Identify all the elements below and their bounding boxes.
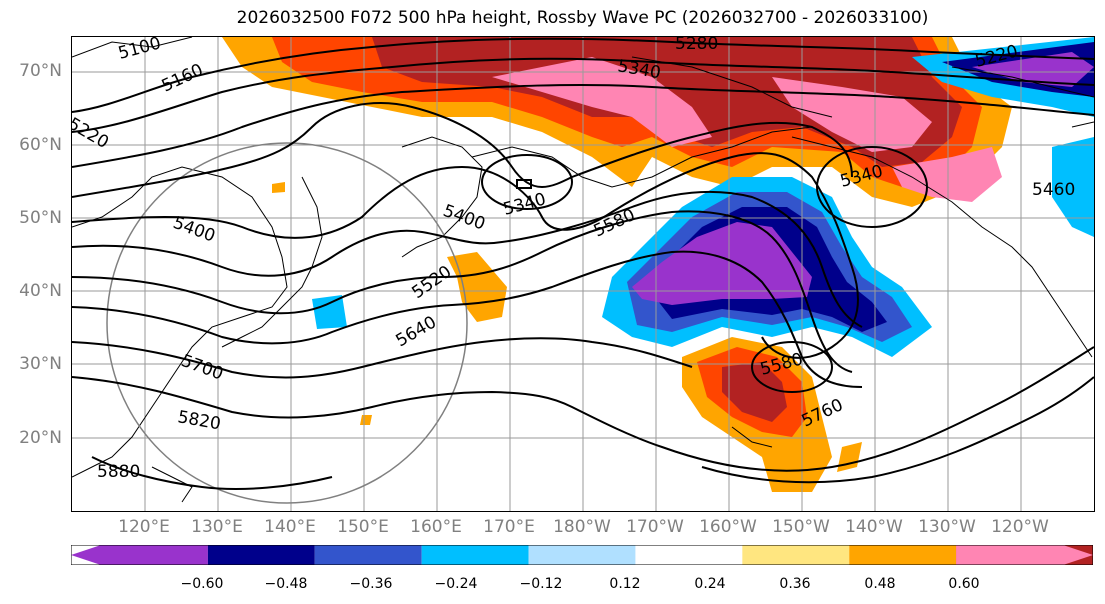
contour-label-5820: 5820 xyxy=(176,407,222,434)
contour-label-5520: 5520 xyxy=(408,262,455,303)
colorbar-segment xyxy=(421,545,529,565)
anomaly-shading xyxy=(222,37,1094,492)
lon-label-160w: 160°W xyxy=(699,517,757,537)
contour-label-5160: 5160 xyxy=(159,60,207,96)
low-centers xyxy=(481,146,928,393)
contour-label-5880: 5880 xyxy=(97,462,140,482)
lon-label-120e: 120°E xyxy=(118,517,170,537)
lon-label-130w: 130°W xyxy=(918,517,976,537)
colorbar xyxy=(70,544,1105,566)
lat-label-30n: 30°N xyxy=(19,354,62,374)
positive-anomaly-small-2 xyxy=(360,415,372,425)
map-title: 2026032500 F072 500 hPa height, Rossby W… xyxy=(236,8,929,28)
lat-label-40n: 40°N xyxy=(19,281,62,301)
negative-anomaly-west xyxy=(312,295,347,329)
positive-anomaly-south-core xyxy=(722,362,787,422)
colorbar-tick-label: 0.60 xyxy=(948,576,980,592)
coastlines xyxy=(72,37,1094,503)
contour-label-5400-a: 5400 xyxy=(440,201,487,235)
contour-label-5640: 5640 xyxy=(393,312,440,351)
lon-label-180w: 180°W xyxy=(553,517,611,537)
contour-label-5280: 5280 xyxy=(675,37,718,54)
lon-label-160e: 160°E xyxy=(410,517,462,537)
negative-anomaly-central-peak xyxy=(632,222,812,305)
lon-label-170w: 170°W xyxy=(626,517,684,537)
lon-label-140e: 140°E xyxy=(264,517,316,537)
lon-label-120w: 120°W xyxy=(991,517,1049,537)
colorbar-tick-label: −0.48 xyxy=(264,576,308,592)
colorbar-tick-label: 0.36 xyxy=(779,576,811,592)
negative-anomaly-northeast-peak xyxy=(972,52,1094,87)
negative-anomaly-east xyxy=(1052,137,1094,237)
colorbar-tick-label: −0.12 xyxy=(519,576,563,592)
lon-label-130e: 130°E xyxy=(191,517,243,537)
contour-label-5220: 5220 xyxy=(72,114,112,153)
colorbar-segment xyxy=(314,545,422,565)
positive-anomaly-small-1 xyxy=(272,182,285,193)
lon-label-150w: 150°W xyxy=(772,517,830,537)
colorbar-segment xyxy=(635,545,743,565)
colorbar-segment xyxy=(207,545,315,565)
height-contours xyxy=(72,37,1094,490)
map-canvas: 5100 5160 5220 5280 5340 5340 5340 5400 … xyxy=(72,37,1094,511)
colorbar-segment xyxy=(956,545,1093,565)
lat-label-70n: 70°N xyxy=(19,61,62,81)
contour-label-5700: 5700 xyxy=(178,351,225,385)
contour-label-5100: 5100 xyxy=(116,37,163,64)
graticule xyxy=(72,37,1094,511)
colorbar-segment xyxy=(71,545,101,565)
colorbar-segment xyxy=(742,545,850,565)
contour-label-5460: 5460 xyxy=(1032,180,1075,200)
colorbar-tick-label: −0.24 xyxy=(434,576,478,592)
colorbar-tick-label: 0.24 xyxy=(694,576,726,592)
reference-circle xyxy=(106,142,468,504)
colorbar-tick-label: 0.12 xyxy=(609,576,641,592)
positive-anomaly-west xyxy=(447,252,507,322)
colorbar-tick-label: −0.60 xyxy=(180,576,224,592)
map-panel[interactable]: 5100 5160 5220 5280 5340 5340 5340 5400 … xyxy=(71,36,1095,512)
colorbar-segment xyxy=(849,545,957,565)
colorbar-tick-label: 0.48 xyxy=(864,576,896,592)
colorbar-segment xyxy=(101,545,208,565)
lat-label-60n: 60°N xyxy=(19,135,62,155)
lon-label-140w: 140°W xyxy=(845,517,903,537)
lat-label-50n: 50°N xyxy=(19,208,62,228)
colorbar-segment xyxy=(528,545,636,565)
colorbar-tick-label: −0.36 xyxy=(349,576,393,592)
lon-label-150e: 150°E xyxy=(337,517,389,537)
lon-label-170e: 170°E xyxy=(483,517,535,537)
lat-label-20n: 20°N xyxy=(19,428,62,448)
colorbar-svg xyxy=(70,544,1105,566)
